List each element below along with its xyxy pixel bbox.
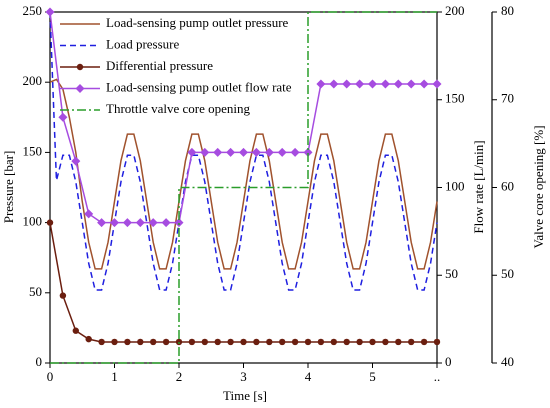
point	[382, 338, 389, 346]
legend-marker	[76, 63, 84, 71]
point	[111, 338, 118, 346]
point	[395, 338, 402, 346]
point	[342, 79, 352, 89]
legend-label: Load pressure	[106, 36, 180, 51]
point	[420, 338, 428, 346]
point	[290, 147, 300, 157]
x-tick-label: 0	[47, 369, 54, 384]
y3-tick-label: 70	[501, 91, 514, 106]
legend-label: Load-sensing pump outlet flow rate	[106, 79, 292, 94]
point	[71, 156, 81, 166]
point	[226, 147, 236, 157]
point	[264, 147, 274, 157]
point	[253, 338, 260, 346]
x-axis-label: Time [s]	[223, 388, 267, 403]
x-tick-label: ..	[434, 369, 441, 384]
point	[213, 147, 223, 157]
point	[84, 209, 94, 219]
point	[174, 218, 184, 228]
y3-tick-label: 80	[501, 3, 514, 18]
point	[277, 147, 287, 157]
point	[161, 218, 171, 228]
series-line	[50, 11, 437, 364]
point	[45, 7, 55, 17]
x-tick-label: 5	[369, 369, 376, 384]
point	[148, 218, 158, 228]
point	[122, 218, 132, 228]
point	[368, 79, 377, 89]
point	[356, 338, 363, 346]
point	[251, 147, 261, 157]
x-tick-label: 4	[305, 369, 312, 384]
y-tick-label: 250	[23, 3, 43, 18]
y2-axis-label: Flow rate [L/min]	[471, 140, 486, 233]
y-tick-label: 50	[29, 284, 42, 299]
point	[316, 79, 326, 89]
point	[46, 219, 54, 226]
legend-marker	[75, 84, 85, 93]
point	[329, 79, 339, 89]
point	[200, 147, 210, 157]
point	[201, 338, 208, 346]
point	[343, 338, 350, 346]
point	[97, 218, 107, 228]
y2-tick-label: 150	[445, 91, 465, 106]
y-tick-label: 0	[36, 354, 43, 369]
y3-tick-label: 60	[501, 178, 514, 193]
point	[317, 338, 325, 346]
point	[240, 338, 247, 346]
y3-tick-label: 50	[501, 266, 514, 281]
point	[135, 218, 145, 228]
point	[110, 218, 119, 228]
point	[162, 338, 170, 346]
point	[137, 338, 144, 346]
point	[408, 338, 415, 346]
point	[124, 338, 131, 346]
point	[291, 338, 299, 346]
y2-tick-label: 0	[445, 354, 452, 369]
point	[175, 338, 183, 346]
x-tick-label: 3	[240, 369, 247, 384]
y-tick-label: 200	[23, 73, 43, 88]
legend-label: Differential pressure	[106, 58, 213, 73]
point	[188, 338, 196, 346]
point	[214, 338, 221, 346]
point	[419, 79, 429, 89]
point	[380, 79, 390, 89]
point	[406, 79, 416, 89]
point	[279, 338, 286, 346]
point	[355, 79, 365, 89]
point	[72, 327, 80, 334]
point	[187, 147, 197, 157]
point	[393, 79, 403, 89]
point	[85, 335, 92, 343]
point	[369, 338, 376, 346]
point	[432, 79, 442, 89]
legend-label: Throttle valve core opening	[106, 101, 251, 116]
legend-label: Load-sensing pump outlet pressure	[106, 15, 289, 30]
point	[266, 338, 273, 346]
x-tick-label: 2	[176, 369, 183, 384]
y3-tick-label: 40	[501, 354, 514, 369]
y-tick-label: 150	[23, 143, 43, 158]
y2-tick-label: 50	[445, 266, 458, 281]
y-tick-label: 100	[23, 214, 43, 229]
point	[330, 338, 337, 346]
point	[227, 338, 234, 346]
point	[58, 112, 68, 122]
point	[98, 338, 105, 346]
point	[150, 338, 157, 346]
y3-axis-label: Valve core opening [%]	[531, 125, 546, 248]
y-axis-label: Pressure [bar]	[1, 151, 16, 224]
x-tick-label: 1	[111, 369, 118, 384]
point	[239, 147, 248, 157]
point	[59, 292, 67, 299]
series-line	[49, 78, 438, 270]
point	[433, 338, 441, 346]
point	[303, 147, 313, 157]
point	[304, 338, 312, 346]
y2-tick-label: 200	[445, 3, 465, 18]
y2-tick-label: 100	[445, 178, 465, 193]
